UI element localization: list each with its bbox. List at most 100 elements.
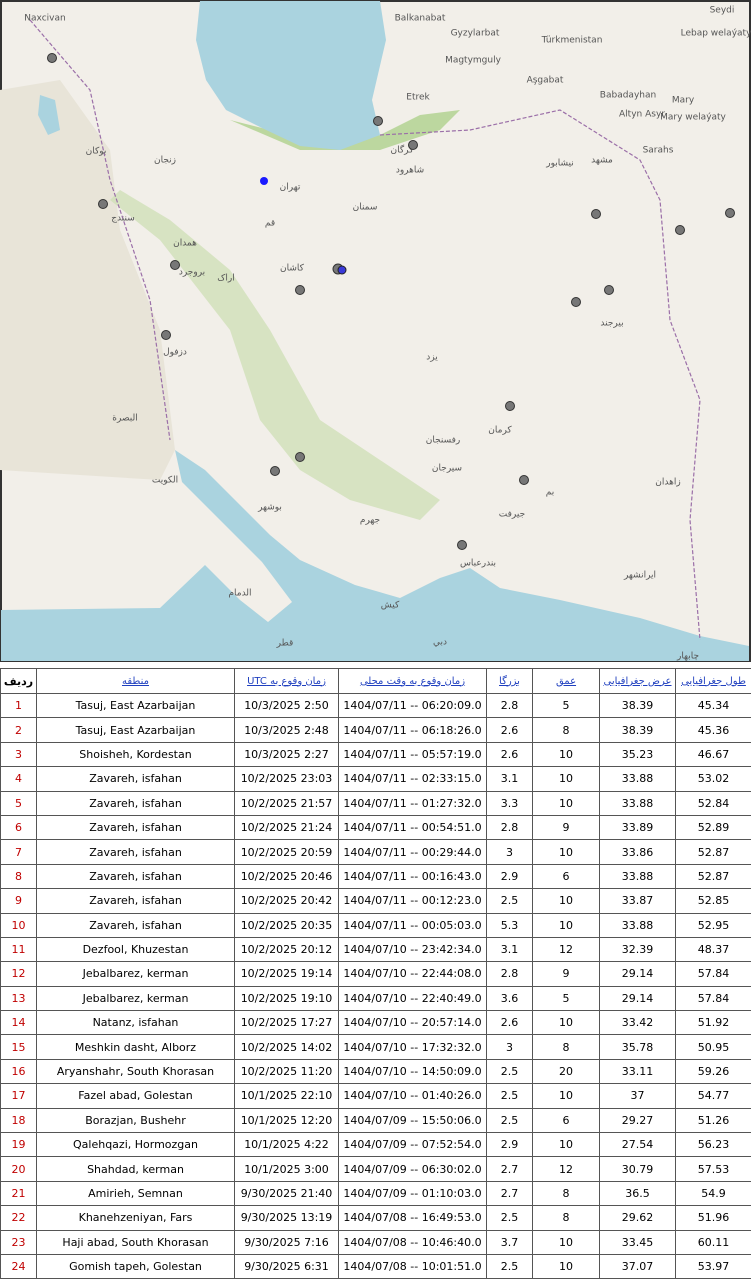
table-row: 14 Natanz, isfahan 10/2/2025 17:27 1404/07/… [0, 1010, 751, 1036]
table-cell: 12 [532, 936, 600, 963]
row-number: 4 [0, 766, 37, 792]
table-cell: 52.87 [675, 839, 751, 865]
table-cell: 53.02 [675, 766, 751, 792]
table-cell: Natanz, isfahan [36, 1010, 235, 1036]
table-cell: 2.5 [486, 1205, 533, 1231]
map-label: دزفول [163, 348, 187, 358]
table-cell: Jebalbarez, kerman [36, 985, 235, 1012]
table-cell: 1404/07/11 -- 00:29:44.0 [338, 839, 487, 865]
table-cell: 45.34 [675, 692, 751, 719]
table-cell: 48.37 [675, 936, 751, 963]
table-cell: 33.42 [599, 1010, 676, 1036]
table-cell: Zavareh, isfahan [36, 839, 235, 865]
persian-gulf [1, 450, 749, 661]
map-label: Sarahs [643, 146, 674, 156]
map-label: زنجان [154, 156, 176, 166]
column-header[interactable]: عمق [532, 668, 600, 694]
table-row: 15 Meshkin dasht, Alborz 10/2/2025 14:02 14… [0, 1034, 751, 1060]
table-cell: 46.67 [675, 741, 751, 768]
table-cell: 10/2/2025 20:42 [234, 888, 339, 914]
table-row: 24 Gomish tapeh, Golestan 9/30/2025 6:31 14… [0, 1253, 751, 1280]
map-label: قم [265, 219, 275, 229]
table-cell: 1404/07/11 -- 00:05:03.0 [338, 912, 487, 938]
map-region [0, 80, 175, 480]
column-header[interactable]: عرض جغرافیایی [599, 668, 676, 694]
table-cell: 3 [486, 839, 533, 865]
table-cell: 9/30/2025 6:31 [234, 1253, 339, 1280]
table-cell: 2.9 [486, 863, 533, 890]
table-cell: 10/3/2025 2:27 [234, 741, 339, 768]
map-label: بم [546, 488, 555, 498]
table-cell: 20 [532, 1058, 600, 1085]
table-cell: Zavareh, isfahan [36, 912, 235, 938]
quake-marker [98, 199, 108, 209]
quake-marker [675, 225, 685, 235]
table-cell: 33.88 [599, 790, 676, 816]
table-cell: Tasuj, East Azarbaijan [36, 692, 235, 719]
table-cell: 10/2/2025 23:03 [234, 766, 339, 792]
map-label: مشهد [591, 156, 613, 166]
map-label: Naxcivan [24, 14, 65, 24]
table-cell: 1404/07/11 -- 06:18:26.0 [338, 717, 487, 743]
table-cell: 38.39 [599, 717, 676, 743]
map-label: بیرجند [600, 319, 623, 329]
table-row: 9 Zavareh, isfahan 10/2/2025 20:42 1404/07/… [0, 888, 751, 914]
table-cell: 1404/07/08 -- 10:01:51.0 [338, 1253, 487, 1280]
table-cell: 29.27 [599, 1107, 676, 1134]
border [29, 19, 701, 641]
table-cell: 3.1 [486, 936, 533, 963]
table-cell: Aryanshahr, South Khorasan [36, 1058, 235, 1085]
row-number: 24 [0, 1253, 37, 1280]
table-cell: 10/2/2025 21:57 [234, 790, 339, 816]
table-cell: 1404/07/11 -- 00:16:43.0 [338, 863, 487, 890]
table-cell: 6 [532, 863, 600, 890]
table-cell: 10/1/2025 22:10 [234, 1083, 339, 1109]
map-label: Babadayhan [600, 91, 656, 101]
table-cell: 38.39 [599, 692, 676, 719]
map-label: کرمان [488, 426, 512, 436]
column-header[interactable]: بزرگا [486, 668, 533, 694]
table-cell: 1404/07/11 -- 06:20:09.0 [338, 692, 487, 719]
table-row: 8 Zavareh, isfahan 10/2/2025 20:46 1404/07/… [0, 863, 751, 890]
column-header[interactable]: طول جغرافیایی [675, 668, 751, 694]
table-cell: 33.11 [599, 1058, 676, 1085]
table-cell: 2.5 [486, 1058, 533, 1085]
table-row: 1 Tasuj, East Azarbaijan 10/3/2025 2:50 140… [0, 692, 751, 719]
table-cell: 1404/07/11 -- 00:12:23.0 [338, 888, 487, 914]
table-cell: 10 [532, 888, 600, 914]
table-cell: 50.95 [675, 1034, 751, 1060]
table-cell: Tasuj, East Azarbaijan [36, 717, 235, 743]
table-cell: 2.8 [486, 961, 533, 987]
table-cell: 2.8 [486, 814, 533, 841]
lake [38, 95, 60, 135]
table-cell: 60.11 [675, 1229, 751, 1255]
quake-marker [591, 209, 601, 219]
column-header[interactable]: زمان وقوع به وقت محلی [338, 668, 487, 694]
table-cell: 54.9 [675, 1180, 751, 1207]
map-label: شاهرود [396, 166, 424, 176]
map-label: کیش [381, 601, 400, 611]
table-cell: 33.88 [599, 863, 676, 890]
table-cell: 1404/07/10 -- 22:44:08.0 [338, 961, 487, 987]
table-cell: 45.36 [675, 717, 751, 743]
table-cell: Zavareh, isfahan [36, 766, 235, 792]
map-label: بندرعباس [460, 559, 496, 569]
table-cell: 1404/07/10 -- 23:42:34.0 [338, 936, 487, 963]
quake-marker [161, 330, 171, 340]
table-cell: 37 [599, 1083, 676, 1109]
table-cell: 12 [532, 1156, 600, 1182]
table-cell: 2.9 [486, 1132, 533, 1158]
column-header[interactable]: زمان وقوع به UTC [234, 668, 339, 694]
row-number: 6 [0, 814, 37, 841]
table-cell: 10 [532, 839, 600, 865]
table-cell: 1404/07/11 -- 02:33:15.0 [338, 766, 487, 792]
column-header[interactable]: منطقه [36, 668, 235, 694]
table-cell: 10 [532, 790, 600, 816]
row-number: 1 [0, 692, 37, 719]
table-row: 6 Zavareh, isfahan 10/2/2025 21:24 1404/07/… [0, 814, 751, 841]
quake-marker [725, 208, 735, 218]
map-label: Etrek [406, 93, 430, 103]
table-cell: Shahdad, kerman [36, 1156, 235, 1182]
row-number: 17 [0, 1083, 37, 1109]
